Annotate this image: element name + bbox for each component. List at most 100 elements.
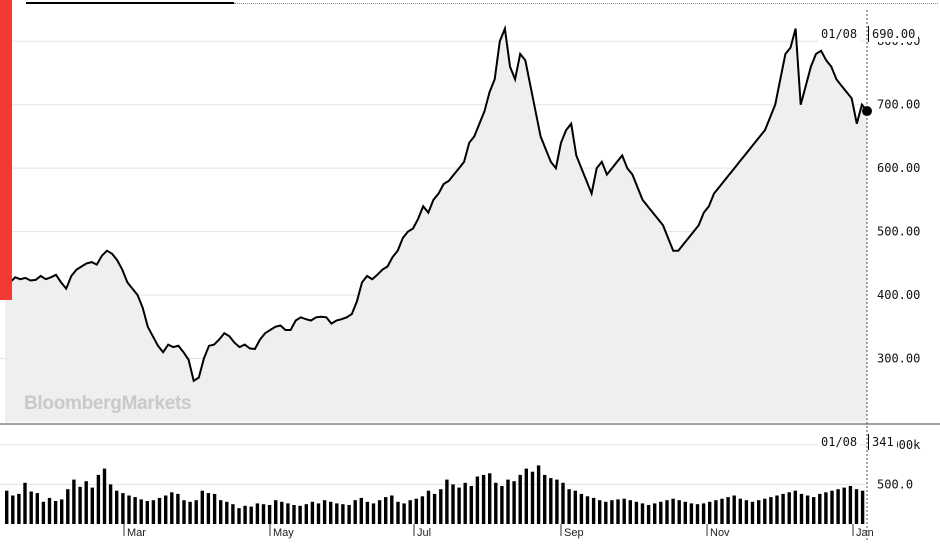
volume-cursor-value: 341 <box>868 434 897 450</box>
volume-bar <box>469 486 473 524</box>
x-tick-label: Mar <box>127 527 146 539</box>
volume-bar <box>335 503 339 524</box>
volume-bar <box>818 493 822 524</box>
volume-bar <box>170 492 174 524</box>
volume-bar <box>543 474 547 524</box>
volume-bar <box>457 487 461 524</box>
volume-bar <box>365 501 370 524</box>
volume-bar <box>231 504 235 524</box>
volume-bar <box>151 500 156 524</box>
volume-bar <box>115 490 119 524</box>
volume-bar <box>108 484 113 524</box>
volume-bar <box>176 493 180 524</box>
volume-bar <box>371 503 376 524</box>
volume-bar <box>512 481 516 524</box>
volume-bar <box>451 484 455 524</box>
volume-bar <box>78 486 82 524</box>
volume-bar <box>500 486 504 524</box>
volume-bar <box>708 501 712 524</box>
volume-bar <box>200 490 204 524</box>
volume-bar <box>836 489 840 524</box>
volume-bar <box>96 474 101 524</box>
volume-bar <box>475 476 480 524</box>
volume-bar <box>530 471 535 524</box>
volume-bar <box>420 496 425 524</box>
volume-bar <box>11 495 15 524</box>
volume-bar <box>683 501 687 524</box>
cursor-dot[interactable] <box>862 106 872 117</box>
volume-bar <box>659 501 663 524</box>
price-y-tick-label: 400.00 <box>877 288 920 302</box>
volume-bar <box>689 503 694 524</box>
volume-bar <box>72 479 76 524</box>
x-axis: Mar May Jul Sep Nov Jan <box>123 524 874 539</box>
volume-bar <box>206 493 211 524</box>
header-dotted-rule <box>234 3 938 4</box>
volume-bar <box>488 473 492 524</box>
volume-bar <box>524 468 528 524</box>
volume-bar <box>598 500 602 524</box>
volume-bar <box>573 490 577 524</box>
volume-bar <box>35 493 39 524</box>
x-tick-label: Jan <box>856 527 874 539</box>
volume-bar <box>133 497 137 524</box>
volume-bar <box>341 504 345 524</box>
volume-bar <box>677 500 681 524</box>
price-area-fill <box>5 28 867 422</box>
volume-bar <box>102 468 107 524</box>
volume-bar <box>701 503 706 524</box>
volume-y-tick-label: 500.0 <box>877 477 913 491</box>
x-tick-label: Nov <box>710 527 730 539</box>
price-cursor-value: 690.00 <box>868 26 919 42</box>
volume-bar <box>182 500 186 524</box>
volume-bar <box>720 498 724 524</box>
volume-bar <box>854 489 859 524</box>
volume-bar <box>591 497 596 524</box>
volume-bar <box>396 501 400 524</box>
volume-bar <box>744 500 749 524</box>
volume-bar <box>127 495 131 524</box>
volume-bar <box>812 497 816 524</box>
price-series-line <box>4 24 868 383</box>
volume-bar <box>463 482 467 524</box>
volume-bar <box>298 505 302 524</box>
volume-bar <box>830 490 834 524</box>
volume-bar <box>5 490 9 524</box>
volume-bar <box>402 503 406 524</box>
volume-bar <box>280 501 284 524</box>
volume-bar <box>322 500 327 524</box>
volume-bar <box>139 499 143 524</box>
volume-bar <box>194 500 198 524</box>
volume-bar <box>157 497 162 524</box>
volume-bar <box>121 493 125 524</box>
volume-bar <box>66 489 70 524</box>
volume-bar <box>714 500 718 524</box>
volume-bar <box>555 479 559 524</box>
volume-bar <box>41 501 46 524</box>
volume-bar <box>237 508 241 524</box>
volume-bar <box>225 501 229 524</box>
volume-bar <box>567 489 571 524</box>
volume-bar <box>506 479 510 524</box>
volume-bar <box>53 501 58 524</box>
volume-bar <box>634 501 639 524</box>
volume-bar <box>781 493 785 524</box>
volume-bar <box>29 491 33 524</box>
volume-bar <box>665 500 669 524</box>
volume-bar <box>408 500 412 524</box>
volume-bar <box>445 479 449 524</box>
volume-bar <box>549 478 553 524</box>
x-tick-label: Jul <box>417 527 431 539</box>
volume-bar <box>848 486 853 524</box>
volume-bar <box>316 503 321 524</box>
volume-bar <box>47 497 52 524</box>
volume-bar <box>249 506 253 524</box>
volume-bar <box>775 495 779 524</box>
volume-bar <box>414 498 418 524</box>
volume-bar <box>824 492 828 524</box>
volume-bar <box>640 503 645 524</box>
volume-bar <box>793 490 797 524</box>
volume-bar <box>738 498 742 524</box>
